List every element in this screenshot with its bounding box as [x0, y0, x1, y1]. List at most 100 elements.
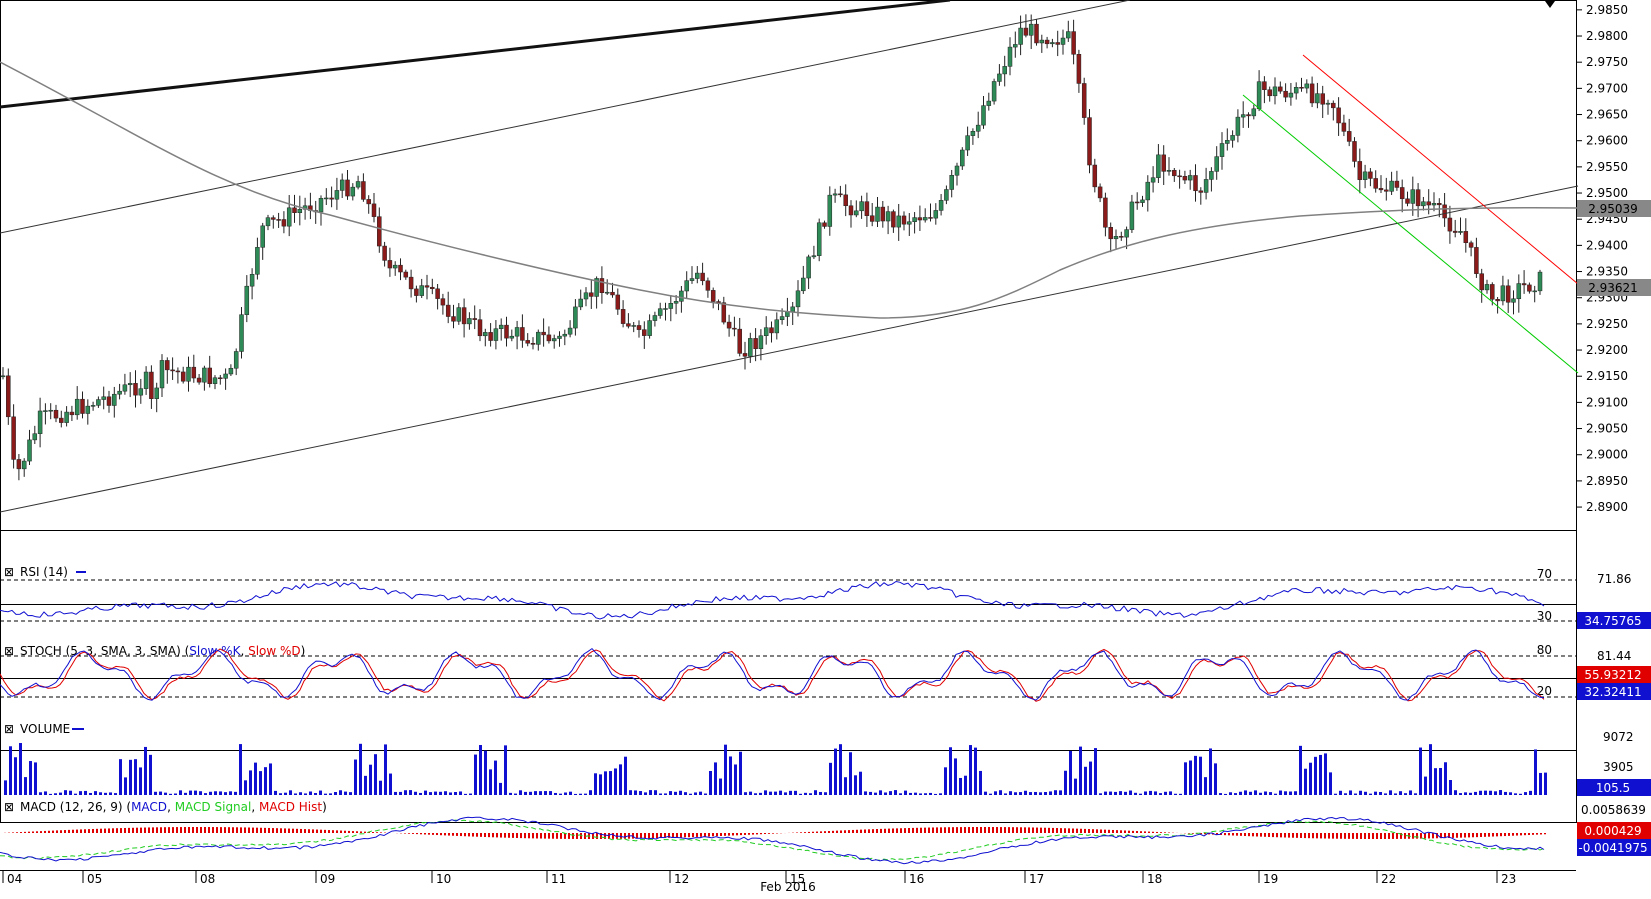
candle-body: [648, 321, 652, 336]
candle-body: [812, 256, 816, 257]
candle-body: [377, 217, 381, 246]
volume-bar: [364, 776, 367, 795]
macd-hist-bar: [1336, 833, 1338, 839]
volume-bar: [1114, 792, 1117, 795]
macd-hist-bar: [160, 827, 162, 833]
volume-bar: [894, 790, 897, 795]
volume-bar: [739, 752, 742, 795]
candle-body: [1512, 299, 1516, 303]
macd-hist-bar: [64, 830, 66, 833]
candle-body: [584, 293, 588, 299]
volume-bar: [49, 794, 52, 795]
volume-bar: [129, 760, 132, 795]
macd-hist-bar: [1252, 833, 1254, 836]
macd-hist-bar: [96, 829, 98, 833]
macd-hist-bar: [1160, 832, 1162, 833]
candle-body: [197, 378, 201, 382]
macd-hist-bar: [1148, 832, 1150, 833]
candle-body: [1390, 181, 1394, 191]
macd-hist-bar: [24, 832, 26, 833]
macd-hist-bar: [52, 831, 54, 833]
macd-hist-bar: [376, 832, 378, 833]
macd-hist-bar: [1264, 833, 1266, 837]
volume-bar: [204, 793, 207, 795]
price-tick-label: 2.9050: [1586, 422, 1628, 436]
volume-bar: [1399, 791, 1402, 795]
candle-body: [330, 198, 334, 199]
volume-bar: [394, 792, 397, 795]
macd-hist-bar: [960, 827, 962, 833]
macd-hist-bar: [860, 830, 862, 833]
macd-hist-bar: [528, 833, 530, 838]
volume-bar: [914, 793, 917, 795]
candle-body: [22, 461, 26, 469]
candle-body: [65, 412, 69, 423]
volume-bar: [1134, 793, 1137, 795]
macd-hist-bar: [800, 832, 802, 833]
volume-bar: [1104, 792, 1107, 795]
rsi-level-70: 70: [1537, 567, 1552, 581]
volume-bar: [1299, 746, 1302, 795]
volume-bar: [544, 791, 547, 795]
volume-bar: [859, 772, 862, 795]
candle-body: [828, 195, 832, 226]
volume-bar: [649, 790, 652, 795]
volume-bar: [1029, 792, 1032, 795]
day-label: 16: [909, 872, 924, 886]
candle-body: [695, 273, 699, 278]
volume-bar: [579, 794, 582, 795]
volume-bar: [864, 791, 867, 795]
volume-bar: [59, 793, 62, 795]
volume-bar: [624, 757, 627, 795]
candle-body: [1437, 203, 1441, 205]
volume-bar: [1454, 790, 1457, 795]
candle-body: [1443, 205, 1447, 218]
macd-hist-bar: [380, 832, 382, 833]
candle-body: [1289, 93, 1293, 97]
macd-hist-bar: [684, 833, 686, 837]
volume-bar: [344, 792, 347, 795]
candle-body: [1496, 299, 1500, 301]
volume-bar: [644, 792, 647, 795]
macd-hist-bar: [880, 829, 882, 833]
candle-body: [224, 374, 228, 378]
macd-hist-bar: [916, 828, 918, 833]
candle-body: [1368, 172, 1372, 179]
candle-body: [208, 368, 212, 384]
candle-body: [446, 305, 450, 316]
volume-bar: [24, 777, 27, 795]
macd-hist-bar: [1332, 833, 1334, 839]
volume-bar: [854, 775, 857, 795]
candle-body: [91, 405, 95, 406]
macd-hist-bar: [236, 827, 238, 833]
candle-body: [1453, 231, 1457, 232]
volume-bar: [104, 793, 107, 795]
macd-hist-bar: [1288, 833, 1290, 838]
macd-hist-bar: [1268, 833, 1270, 837]
candle-body: [976, 125, 980, 131]
macd-hist-bar: [432, 833, 434, 835]
candle-body: [1225, 140, 1229, 143]
volume-bar: [1414, 793, 1417, 795]
volume-bar: [829, 763, 832, 795]
candle-body: [621, 309, 625, 323]
macd-hist-bar: [184, 827, 186, 833]
volume-bar: [614, 768, 617, 795]
macd-hist-bar: [1456, 833, 1458, 838]
candle-body: [727, 322, 731, 328]
macd-hist-bar: [164, 827, 166, 833]
price-tick-label: 2.9100: [1586, 395, 1628, 409]
candle-body: [547, 335, 551, 341]
macd-hist-bar: [1276, 833, 1278, 837]
candle-body: [907, 222, 911, 224]
volume-bar: [459, 791, 462, 795]
candle-body: [128, 383, 132, 384]
volume-bar: [619, 764, 622, 795]
macd-hist-bar: [1504, 833, 1506, 836]
volume-bar: [184, 793, 187, 795]
macd-hist-bar: [832, 831, 834, 833]
macd-hist-bar: [872, 829, 874, 833]
candle-body: [1331, 103, 1335, 108]
macd-hist-bar: [1136, 831, 1138, 833]
